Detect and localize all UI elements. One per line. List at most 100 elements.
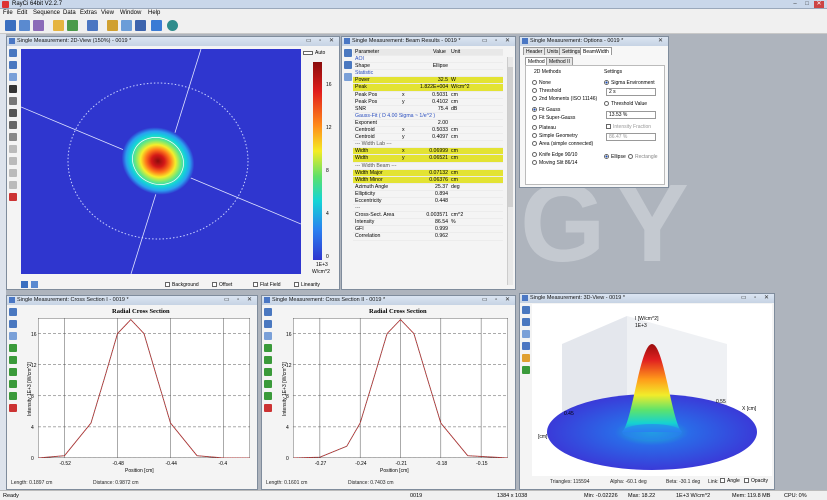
method-option[interactable]: Fit Gauss bbox=[532, 107, 560, 113]
tool-icon[interactable] bbox=[9, 109, 17, 117]
flat-field-option[interactable]: Flat Field bbox=[253, 282, 281, 288]
menu-file[interactable]: File bbox=[3, 10, 13, 16]
tile-icon[interactable] bbox=[151, 20, 162, 31]
camera-icon[interactable] bbox=[9, 85, 17, 93]
method-option[interactable]: Simple Geometry bbox=[532, 133, 578, 139]
delete-icon[interactable] bbox=[9, 193, 17, 201]
fit-icon[interactable] bbox=[9, 356, 17, 364]
table-row[interactable]: Exponent 2.00 bbox=[353, 120, 503, 128]
table-row[interactable]: Centroid x 0.5033 cm bbox=[353, 127, 503, 135]
opacity-checkbox[interactable]: Opacity bbox=[744, 478, 768, 484]
save-as-icon[interactable] bbox=[9, 61, 17, 69]
sequence-icon[interactable] bbox=[33, 20, 44, 31]
table-row[interactable]: Cross-Sect. Area 0.003571 cm^2 bbox=[353, 212, 503, 220]
intensity-fraction-option[interactable]: Intensity Fraction bbox=[606, 124, 651, 130]
method-option[interactable]: Moving Slit 86/14 bbox=[532, 160, 577, 166]
method-option[interactable]: Fit Super-Gauss bbox=[532, 115, 575, 121]
copy-icon[interactable] bbox=[9, 332, 17, 340]
cursor-icon[interactable] bbox=[264, 380, 272, 388]
window-controls[interactable]: ▭ ▫ ✕ bbox=[481, 297, 513, 303]
save-as-icon[interactable] bbox=[522, 318, 530, 326]
table-row[interactable]: Centroid y 0.4097 cm bbox=[353, 134, 503, 142]
save-icon[interactable] bbox=[344, 49, 352, 57]
tab-header[interactable]: Header bbox=[523, 47, 546, 55]
menu-view[interactable]: View bbox=[101, 10, 114, 16]
table-row[interactable]: Width y 0.06521 cm bbox=[353, 155, 503, 163]
table-row[interactable]: Width x 0.06999 cm bbox=[353, 148, 503, 156]
rotate-icon[interactable] bbox=[522, 342, 530, 350]
cross-section-1-plot[interactable] bbox=[38, 318, 250, 458]
report-icon[interactable] bbox=[107, 20, 118, 31]
results-scrollbar[interactable] bbox=[507, 57, 513, 285]
import-icon[interactable] bbox=[67, 20, 78, 31]
copy-icon[interactable] bbox=[522, 330, 530, 338]
window-controls[interactable]: ▭ ▫ ✕ bbox=[223, 297, 255, 303]
close-button[interactable]: ✕ bbox=[814, 1, 824, 8]
window-controls[interactable]: ▭ ▫ ✕ bbox=[305, 38, 337, 44]
threshold-select[interactable]: 13.53 % bbox=[606, 111, 656, 119]
table-row[interactable]: --- Width Lab --- bbox=[353, 141, 503, 149]
print-icon[interactable] bbox=[9, 97, 17, 105]
save-icon[interactable] bbox=[9, 308, 17, 316]
method-option[interactable]: Threshold bbox=[532, 88, 561, 94]
table-row[interactable]: Peak 1.822E+004 W/cm^2 bbox=[353, 84, 503, 92]
table-row[interactable]: Width Major 0.07132 cm bbox=[353, 169, 503, 177]
beam-image[interactable] bbox=[21, 49, 301, 274]
table-row[interactable]: GFI 0.999 bbox=[353, 226, 503, 234]
marker-icon[interactable] bbox=[264, 368, 272, 376]
window-controls[interactable]: ▭ ▫ ✕ bbox=[740, 295, 772, 301]
view-3d-canvas[interactable] bbox=[532, 304, 772, 476]
table-row[interactable]: Width Minor 0.06376 cm bbox=[353, 176, 503, 184]
save-icon[interactable] bbox=[264, 308, 272, 316]
image-icon[interactable] bbox=[21, 281, 28, 288]
open-folder-icon[interactable] bbox=[53, 20, 64, 31]
table-row[interactable]: Ellipticity 0.894 bbox=[353, 191, 503, 198]
fit-icon[interactable] bbox=[264, 356, 272, 364]
export-icon[interactable] bbox=[344, 73, 352, 81]
ellipse-option[interactable]: Ellipse bbox=[604, 154, 626, 160]
sigma-select[interactable]: 2 s bbox=[606, 88, 656, 96]
table-row[interactable]: Peak Pos x 0.5031 cm bbox=[353, 92, 503, 99]
copy-icon[interactable] bbox=[9, 73, 17, 81]
help-icon[interactable] bbox=[167, 20, 178, 31]
zoom-icon[interactable] bbox=[264, 344, 272, 352]
tab-beamwidth[interactable]: BeamWidth bbox=[580, 47, 612, 55]
linearity-option[interactable]: Linearity bbox=[294, 282, 320, 288]
table-row[interactable]: --- bbox=[353, 205, 503, 213]
method-option[interactable]: Knife Edge 90/10 bbox=[532, 152, 577, 158]
intensity-select[interactable]: 86.47 % bbox=[606, 133, 656, 141]
table-row[interactable]: Gauss-Fit ( D 4.00 Sigma ~ 1/e^2 ) bbox=[353, 113, 503, 120]
layer-icon[interactable] bbox=[9, 157, 17, 165]
ruler-icon[interactable] bbox=[9, 133, 17, 141]
threshold-value-option[interactable]: Threshold Value bbox=[604, 101, 647, 107]
sigma-environment-option[interactable]: Sigma Environment bbox=[604, 80, 655, 86]
menu-data[interactable]: Data bbox=[63, 10, 76, 16]
save-as-icon[interactable] bbox=[9, 320, 17, 328]
pointer-icon[interactable] bbox=[9, 121, 17, 129]
method-option[interactable]: None bbox=[532, 80, 551, 86]
marker-icon[interactable] bbox=[9, 368, 17, 376]
palette-icon[interactable] bbox=[522, 354, 530, 362]
table-row[interactable]: Peak Pos y 0.4102 cm bbox=[353, 99, 503, 106]
layout-icon[interactable] bbox=[135, 20, 146, 31]
table-row[interactable]: Intensity 86.54% bbox=[353, 219, 503, 227]
cursor-icon[interactable] bbox=[9, 380, 17, 388]
menu-sequence[interactable]: Sequence bbox=[33, 10, 61, 16]
window-controls[interactable]: ▭ ▫ ✕ bbox=[481, 38, 513, 44]
minimize-button[interactable]: – bbox=[793, 1, 797, 7]
maximize-button[interactable]: □ bbox=[805, 1, 809, 7]
copy-icon[interactable] bbox=[344, 61, 352, 69]
filter-icon[interactable] bbox=[9, 181, 17, 189]
angle-checkbox[interactable]: Angle bbox=[720, 478, 740, 484]
table-row[interactable]: Correlation 0.962 bbox=[353, 233, 503, 241]
delete-icon[interactable] bbox=[264, 404, 272, 412]
menu-extras[interactable]: Extras bbox=[80, 10, 98, 16]
table-row[interactable]: Shape Ellipse bbox=[353, 63, 503, 71]
save-icon[interactable] bbox=[522, 306, 530, 314]
save-icon[interactable] bbox=[9, 49, 17, 57]
delete-icon[interactable] bbox=[9, 404, 17, 412]
rectangle-option[interactable]: Rectangle bbox=[628, 154, 658, 160]
grid-icon[interactable] bbox=[9, 145, 17, 153]
menu-edit[interactable]: Edit bbox=[17, 10, 28, 16]
window-icon[interactable] bbox=[121, 20, 132, 31]
